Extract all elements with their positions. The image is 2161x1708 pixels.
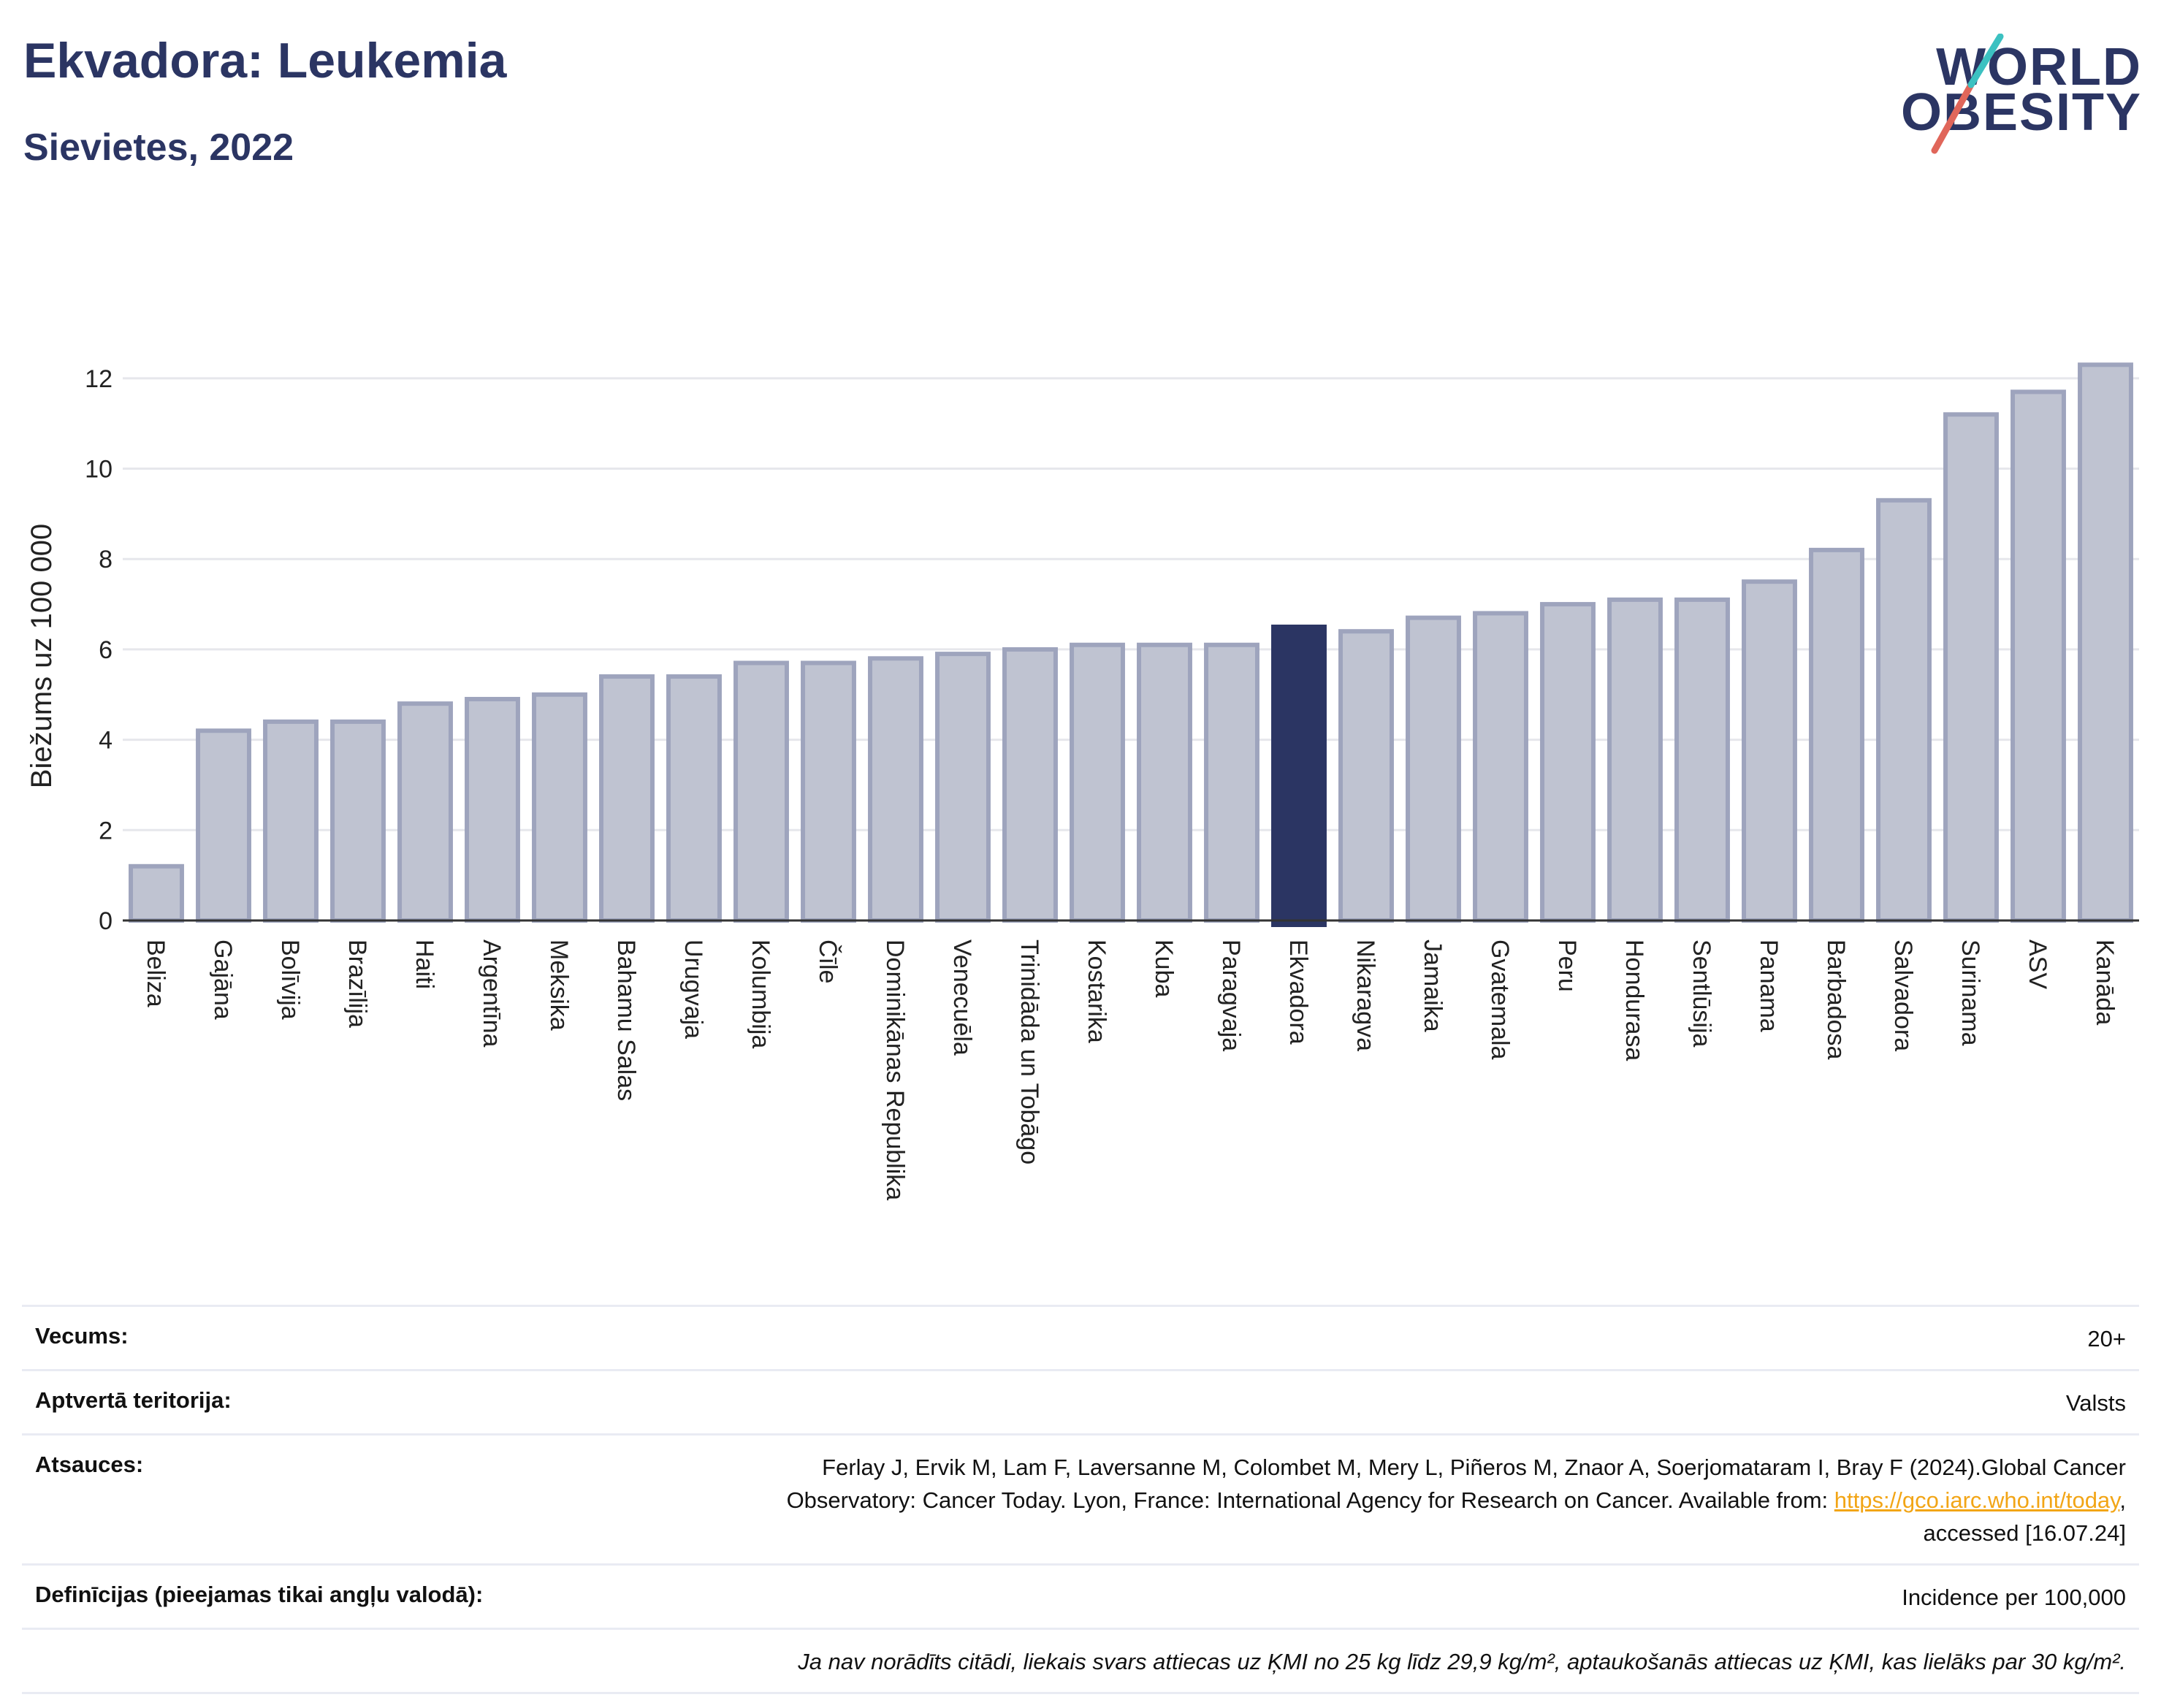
defs-label: Definīcijas (pieejamas tikai angļu valod… [35,1581,484,1607]
y-tick-label: 0 [99,907,113,935]
y-tick-label: 2 [99,817,113,845]
bar [2011,389,2066,923]
bar [532,692,587,923]
info-row-coverage: Aptvertā teritorija: Valsts [22,1368,2139,1433]
y-axis-label: Biežums uz 100 000 [26,524,58,788]
refs-label: Atsauces: [35,1451,144,1477]
x-tick-label: Kostarika [1083,939,1110,1043]
bar [2078,362,2133,923]
info-table: Vecums: 20+ Aptvertā teritorija: Valsts … [22,1305,2139,1694]
bar [1473,611,1528,923]
bar [263,719,319,923]
x-tick-label: Beliza [142,939,169,1007]
logo-line2: OBESITY [1900,83,2142,142]
coverage-value: Valsts [2065,1389,2126,1416]
bar [465,696,520,923]
x-tick-label: Peru [1553,939,1581,992]
bar [1607,597,1663,923]
x-tick-label: Salvadora [1889,939,1917,1051]
bar [801,660,856,923]
bar-highlight [1271,625,1327,927]
y-tick-label: 10 [85,456,113,484]
info-row-defs: Definīcijas (pieejamas tikai angļu valod… [22,1563,2139,1628]
x-tick-label: Jamaika [1419,939,1447,1032]
x-tick-label: Ekvadora [1284,939,1312,1045]
bar [733,660,789,923]
page-title: Ekvadora: Leukemia [23,33,507,88]
bar [1338,629,1394,923]
bar [868,656,923,923]
y-tick-label: 4 [99,727,113,755]
refs-line2-end: , [2119,1487,2126,1513]
bar [666,674,722,923]
y-tick-label: 6 [99,636,113,664]
defs-value: Incidence per 100,000 [1902,1584,2126,1610]
refs-line2: Observatory: Cancer Today. Lyon, France:… [786,1487,1834,1513]
bar [330,719,386,923]
x-tick-label: Bahamu Salas [612,939,640,1101]
bar-chart: 0 2 4 6 8 10 12 Beliza Gajāna Bolīvija Brazīlija Ha… [26,362,2139,1200]
x-tick-label: Sentlūsija [1688,939,1715,1048]
x-tick-label: Kanāda [2091,939,2119,1025]
refs-line3: accessed [16.07.24] [1923,1520,2126,1546]
x-tick-label: Surinama [1956,939,1984,1046]
bar [1002,647,1058,923]
info-row-note: Ja nav norādīts citādi, liekais svars at… [22,1627,2139,1694]
bar [1406,615,1461,923]
x-tick-label: Argentīna [478,939,506,1048]
x-tick-label: Bolīvija [276,939,304,1020]
x-tick-label: Barbadosa [1822,939,1850,1060]
x-tick-label: Kolumbija [747,939,774,1048]
bar [1540,602,1596,923]
bar [129,863,184,923]
note-text: Ja nav norādīts citādi, liekais svars at… [798,1648,2126,1674]
bar [1204,642,1259,923]
age-value: 20+ [2087,1326,2126,1351]
bar [1674,597,1730,923]
bar [1070,642,1125,923]
world-obesity-logo: WORLD OBESITY [1899,34,2148,154]
refs-line1: Ferlay J, Ervik M, Lam F, Laversanne M, … [822,1454,2126,1480]
x-tick-label: Venecuēla [948,939,976,1056]
x-tick-label: Čīle [814,939,842,983]
x-tick-label: Gvatemala [1486,939,1514,1059]
x-tick-label: Dominikānas Republika [881,939,909,1200]
x-tick-label: ASV [2024,939,2051,989]
bar [397,701,453,923]
bar [599,674,655,923]
age-label: Vecums: [35,1323,129,1349]
info-row-age: Vecums: 20+ [22,1305,2139,1369]
bar [1742,579,1797,923]
y-tick-label: 12 [85,365,113,393]
x-tick-label: Kuba [1150,939,1178,997]
x-tick-label: Panama [1755,939,1783,1032]
logo-slash-icon [1931,34,2004,154]
x-tick-label: Brazīlija [343,939,371,1028]
x-tick-label: Hondurasa [1620,939,1648,1061]
axes: 0 2 4 6 8 10 12 Beliza Gajāna Bolīvija Brazīlija Ha… [85,365,2139,1200]
bar [196,728,251,923]
info-row-refs: Atsauces: Ferlay J, Ervik M, Lam F, Lave… [22,1433,2139,1563]
coverage-label: Aptvertā teritorija: [35,1387,232,1413]
x-tick-label: Haiti [411,939,438,989]
refs-value: Ferlay J, Ervik M, Lam F, Laversanne M, … [787,1452,2126,1550]
bar [1943,412,1999,923]
x-tick-label: Nikaragva [1352,939,1379,1051]
x-tick-label: Gajāna [209,939,237,1020]
bar [1876,497,1932,923]
gridlines [123,377,2139,831]
x-tick-label: Trinidāda un Tobāgo [1015,939,1043,1164]
page-subtitle: Sievietes, 2022 [23,126,294,169]
x-tick-label: Paragvaja [1217,939,1245,1051]
bar [935,652,991,923]
y-tick-label: 8 [99,546,113,573]
bars [129,362,2133,927]
x-tick-label: Urugvaja [679,939,707,1039]
x-tick-label: Meksika [545,939,573,1031]
refs-link[interactable]: https://gco.iarc.who.int/today [1834,1487,2120,1513]
bar [1809,547,1864,923]
bar [1137,642,1192,923]
